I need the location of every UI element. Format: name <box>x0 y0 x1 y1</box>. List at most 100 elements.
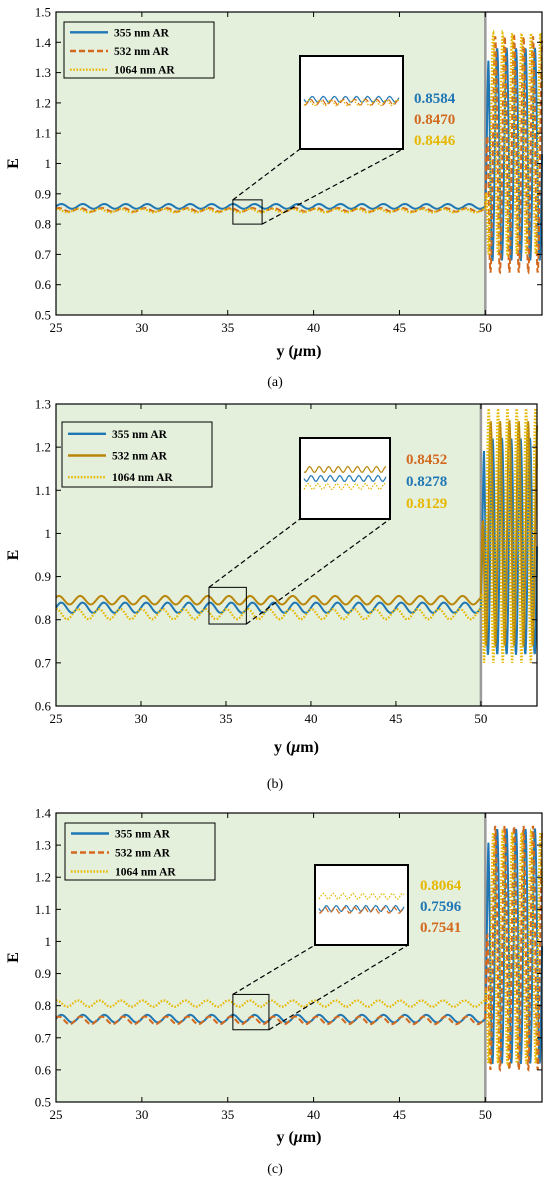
y-tick-label: 0.6 <box>35 699 52 714</box>
y-tick-label: 1.3 <box>35 397 51 412</box>
inset-series-line <box>303 98 400 106</box>
x-tick-label: 40 <box>304 711 317 726</box>
x-tick-label: 30 <box>135 320 148 335</box>
legend-entry-label: 532 nm AR <box>115 848 171 860</box>
y-tick-label: 1.5 <box>35 5 51 20</box>
inset-series-line <box>318 892 405 900</box>
x-tick-label: 25 <box>50 711 63 726</box>
chart-panel-3: 0.5 0.6 0.7 0.8 0.9 1 1.1 1.2 1.3 1.4 25 30 35 40 45 50… <box>5 806 544 1177</box>
y-tick-label: 1.1 <box>35 126 51 141</box>
y-tick-label: 0.8 <box>35 998 51 1013</box>
axes-frame <box>55 812 543 1103</box>
y-tick-label: 1.4 <box>35 806 52 821</box>
y-axis-label: E <box>5 158 22 169</box>
x-tick-label: 35 <box>219 711 232 726</box>
zoom-connector <box>261 148 404 225</box>
panel-label: (b) <box>267 777 284 792</box>
series-line-1064-nm-ar <box>55 828 544 1068</box>
legend-entry-label: 355 nm AR <box>115 829 171 841</box>
legend-entry-label: 532 nm AR <box>114 46 170 58</box>
series-line-1064-nm-ar <box>55 29 544 259</box>
x-tick-label: 45 <box>389 711 402 726</box>
y-tick-label: 1.3 <box>35 838 51 853</box>
value-annotation: 0.8129 <box>406 496 447 512</box>
y-tick-label: 0.5 <box>35 308 51 323</box>
axes-frame <box>55 403 538 707</box>
inset-series-line <box>318 906 405 914</box>
x-tick-label: 45 <box>393 320 406 335</box>
zoom-connector <box>268 944 409 1031</box>
inset-box <box>314 864 409 946</box>
x-tick-label: 25 <box>50 320 63 335</box>
y-tick-label: 0.9 <box>35 186 51 201</box>
legend-entry-label: 355 nm AR <box>114 27 170 39</box>
series-line-532-nm-ar <box>55 419 538 648</box>
y-tick-label: 0.6 <box>35 1062 52 1077</box>
x-tick-label: 50 <box>474 711 487 726</box>
value-annotation: 0.8446 <box>414 133 456 149</box>
x-axis-label: y (μm) <box>274 739 319 756</box>
legend-entry-label: 355 nm AR <box>112 429 168 441</box>
chart-panel-1: 0.5 0.6 0.7 0.8 0.9 1 1.1 1.2 1.3 1.4 1.5 25 30 35 40 4… <box>5 5 544 390</box>
value-annotation: 0.8278 <box>406 474 447 490</box>
legend-entry-label: 1064 nm AR <box>112 472 173 484</box>
zoom-connector <box>208 518 301 588</box>
x-axis-label: y (μm) <box>277 1129 322 1146</box>
x-tick-label: 40 <box>307 320 320 335</box>
y-tick-label: 1.4 <box>35 35 52 50</box>
panel-label: (c) <box>267 1162 283 1177</box>
y-tick-label: 1 <box>45 526 52 541</box>
series-line-532-nm-ar <box>55 823 543 1072</box>
y-tick-label: 1.2 <box>35 870 51 885</box>
value-annotation: 0.8584 <box>414 91 456 107</box>
value-annotation: 0.7596 <box>420 899 462 915</box>
x-tick-label: 35 <box>221 1107 234 1122</box>
legend-entry-label: 532 nm AR <box>112 451 168 463</box>
y-tick-label: 1.1 <box>35 902 51 917</box>
zoom-connector <box>246 518 391 625</box>
value-annotation: 0.7541 <box>420 920 461 936</box>
zoom-source-box <box>232 993 270 1031</box>
inset-series-line <box>303 99 400 107</box>
y-axis-label: E <box>5 550 22 561</box>
zoom-source-box <box>208 586 247 625</box>
legend-entry-label: 1064 nm AR <box>114 65 175 77</box>
y-tick-label: 0.5 <box>35 1095 51 1110</box>
y-tick-label: 1 <box>45 156 52 171</box>
y-tick-label: 1.1 <box>35 483 51 498</box>
value-annotation: 0.8452 <box>406 452 447 468</box>
y-tick-label: 0.7 <box>35 1030 52 1045</box>
x-tick-label: 25 <box>50 1107 63 1122</box>
x-tick-label: 35 <box>221 320 234 335</box>
x-tick-label: 30 <box>135 1107 148 1122</box>
y-tick-label: 0.6 <box>35 277 52 292</box>
inset-series-line <box>303 474 387 483</box>
legend-entry-label: 1064 nm AR <box>115 867 176 879</box>
y-tick-label: 0.9 <box>35 569 51 584</box>
inset-series-line <box>303 482 387 491</box>
inset-series-line <box>303 465 387 473</box>
x-tick-label: 30 <box>134 711 147 726</box>
zoom-source-box <box>232 199 263 225</box>
y-axis-label: E <box>5 952 22 963</box>
x-tick-label: 50 <box>479 1107 492 1122</box>
value-annotation: 0.8064 <box>420 878 462 894</box>
value-annotation: 0.8470 <box>414 112 455 128</box>
chart-panel-2: 0.6 0.7 0.8 0.9 1 1.1 1.2 1.3 25 30 35 40 45 50 y (μm)… <box>5 397 539 792</box>
x-tick-label: 45 <box>393 1107 406 1122</box>
series-line-1064-nm-ar <box>55 408 539 664</box>
y-tick-label: 0.7 <box>35 247 52 262</box>
y-tick-label: 0.8 <box>35 612 51 627</box>
y-tick-label: 0.7 <box>35 655 52 670</box>
y-tick-label: 1.3 <box>35 65 51 80</box>
x-axis-label: y (μm) <box>277 343 322 360</box>
series-line-532-nm-ar <box>55 34 543 275</box>
y-tick-label: 1 <box>45 934 52 949</box>
series-line-355-nm-ar <box>55 437 538 655</box>
y-tick-label: 0.8 <box>35 217 51 232</box>
zoom-connector <box>232 148 301 201</box>
y-tick-label: 0.9 <box>35 966 51 981</box>
series-line-355-nm-ar <box>55 47 543 262</box>
x-tick-label: 50 <box>479 320 492 335</box>
